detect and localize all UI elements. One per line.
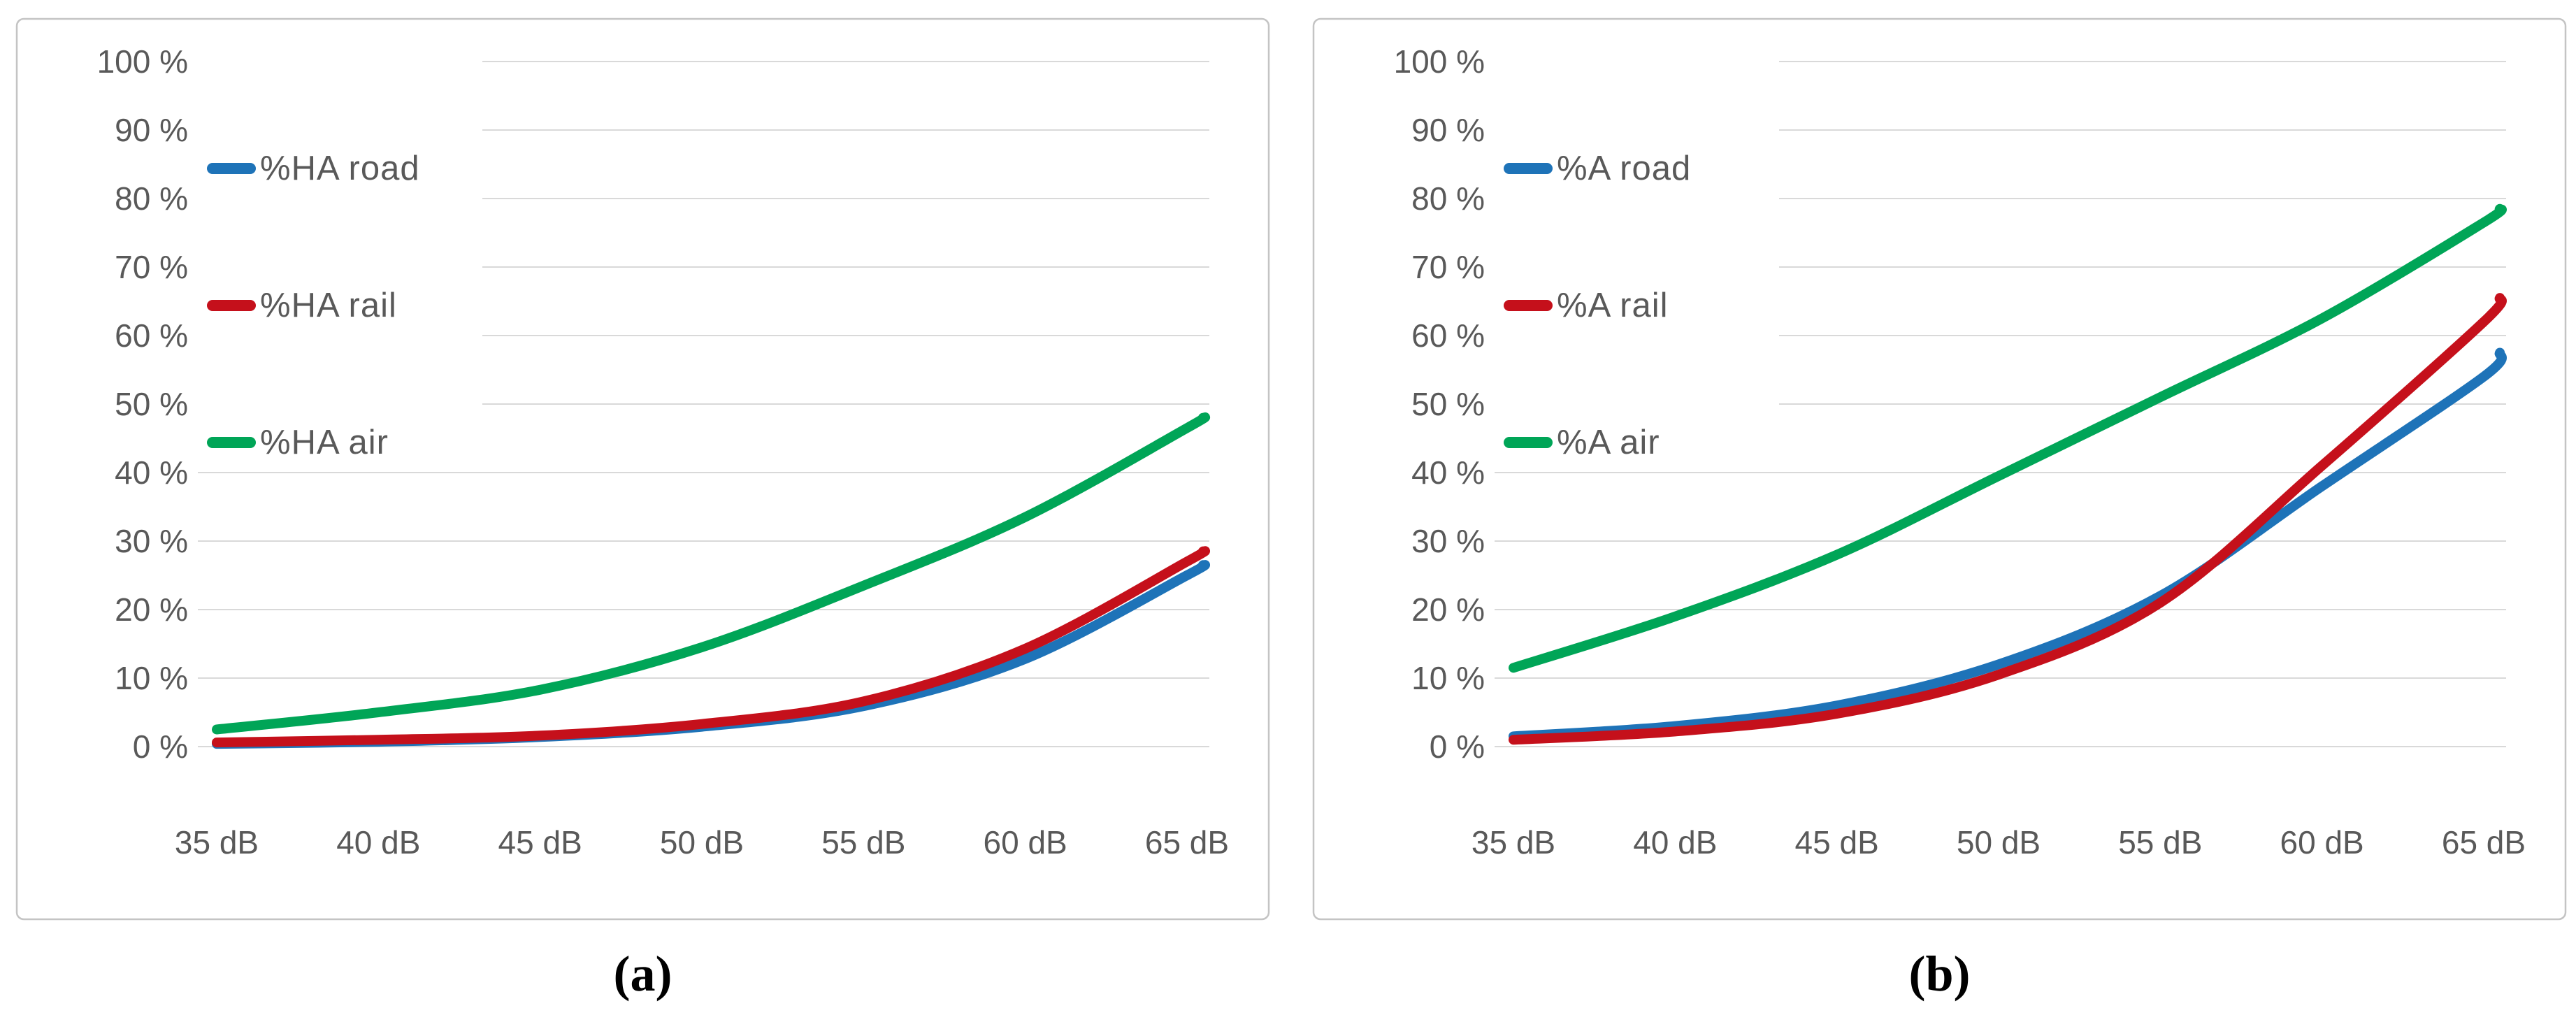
y-axis-tick-label: 50 %: [1411, 386, 1485, 422]
series-line-road: [1509, 347, 2507, 742]
legend-item-rail: %HA rail: [207, 283, 397, 328]
x-axis-tick-label: 40 dB: [336, 824, 420, 861]
legend-b: %A road %A rail %A air: [1488, 56, 1778, 461]
y-axis-tick-label: 20 %: [1411, 591, 1485, 628]
series-line-air: [1509, 203, 2507, 673]
legend-swatch-air: [207, 437, 256, 448]
y-axis-tick-label: 30 %: [1411, 523, 1485, 559]
y-axis-tick-label: 60 %: [115, 317, 188, 354]
x-axis-tick-label: 50 dB: [1957, 824, 2041, 861]
x-axis-tick-label: 35 dB: [175, 824, 259, 861]
legend-swatch-rail: [1504, 300, 1553, 311]
series-line-air: [212, 412, 1210, 735]
x-axis-tick-label: 45 dB: [1795, 824, 1879, 861]
legend-item-road: %A road: [1504, 146, 1691, 191]
y-axis-tick-label: 80 %: [115, 180, 188, 217]
legend-swatch-rail: [207, 300, 256, 311]
y-axis-tick-label: 70 %: [1411, 249, 1485, 285]
panel-caption-a: (a): [613, 946, 672, 1002]
legend-label: %A rail: [1557, 287, 1669, 324]
y-axis-tick-label: 100 %: [1394, 43, 1485, 80]
y-axis-tick-label: 100 %: [97, 43, 188, 80]
y-axis-tick-label: 30 %: [115, 523, 188, 559]
x-axis-tick-label: 55 dB: [821, 824, 905, 861]
series-line-rail: [212, 546, 1210, 748]
chart-panel-a: 0 % 10 % 20 % 30 % 40 % 50 % 60 % 70 % 80 % 90 % 1…: [15, 17, 1270, 921]
legend-swatch-road: [207, 163, 256, 174]
y-axis-tick-label: 40 %: [1411, 454, 1485, 491]
x-axis-tick-label: 60 dB: [984, 824, 1067, 861]
y-axis-tick-label: 80 %: [1411, 180, 1485, 217]
legend-swatch-air: [1504, 437, 1553, 448]
x-axis-tick-label: 35 dB: [1472, 824, 1555, 861]
legend-label: %A road: [1557, 150, 1692, 187]
y-axis-tick-label: 50 %: [115, 386, 188, 422]
x-axis-tick-label: 65 dB: [1145, 824, 1229, 861]
legend-a: %HA road %HA rail %HA air: [192, 56, 481, 461]
legend-swatch-road: [1504, 163, 1553, 174]
y-axis-tick-label: 90 %: [1411, 112, 1485, 148]
legend-label: %HA air: [260, 424, 389, 461]
chart-panel-b: 0 % 10 % 20 % 30 % 40 % 50 % 60 % 70 % 80 % 90 % 1…: [1312, 17, 2567, 921]
legend-item-road: %HA road: [207, 146, 420, 191]
x-axis-tick-label: 65 dB: [2442, 824, 2526, 861]
legend-item-air: %A air: [1504, 420, 1660, 465]
y-axis-tick-label: 70 %: [115, 249, 188, 285]
legend-item-rail: %A rail: [1504, 283, 1669, 328]
x-axis-tick-label: 50 dB: [660, 824, 744, 861]
y-axis-tick-label: 60 %: [1411, 317, 1485, 354]
y-axis-tick-label: 0 %: [1430, 728, 1485, 765]
y-axis-tick-label: 10 %: [1411, 660, 1485, 696]
legend-label: %HA road: [260, 150, 420, 187]
legend-label: %HA rail: [260, 287, 397, 324]
y-axis-tick-label: 20 %: [115, 591, 188, 628]
y-axis-tick-label: 0 %: [133, 728, 188, 765]
x-axis-tick-label: 45 dB: [498, 824, 582, 861]
x-axis-tick-label: 40 dB: [1633, 824, 1717, 861]
legend-item-air: %HA air: [207, 420, 389, 465]
x-axis-tick-label: 55 dB: [2118, 824, 2202, 861]
y-axis-tick-label: 90 %: [115, 112, 188, 148]
x-axis-tick-label: 60 dB: [2280, 824, 2364, 861]
y-axis-tick-label: 40 %: [115, 454, 188, 491]
legend-label: %A air: [1557, 424, 1660, 461]
series-line-rail: [1509, 293, 2507, 745]
y-axis-tick-label: 10 %: [115, 660, 188, 696]
panel-caption-b: (b): [1908, 946, 1971, 1002]
